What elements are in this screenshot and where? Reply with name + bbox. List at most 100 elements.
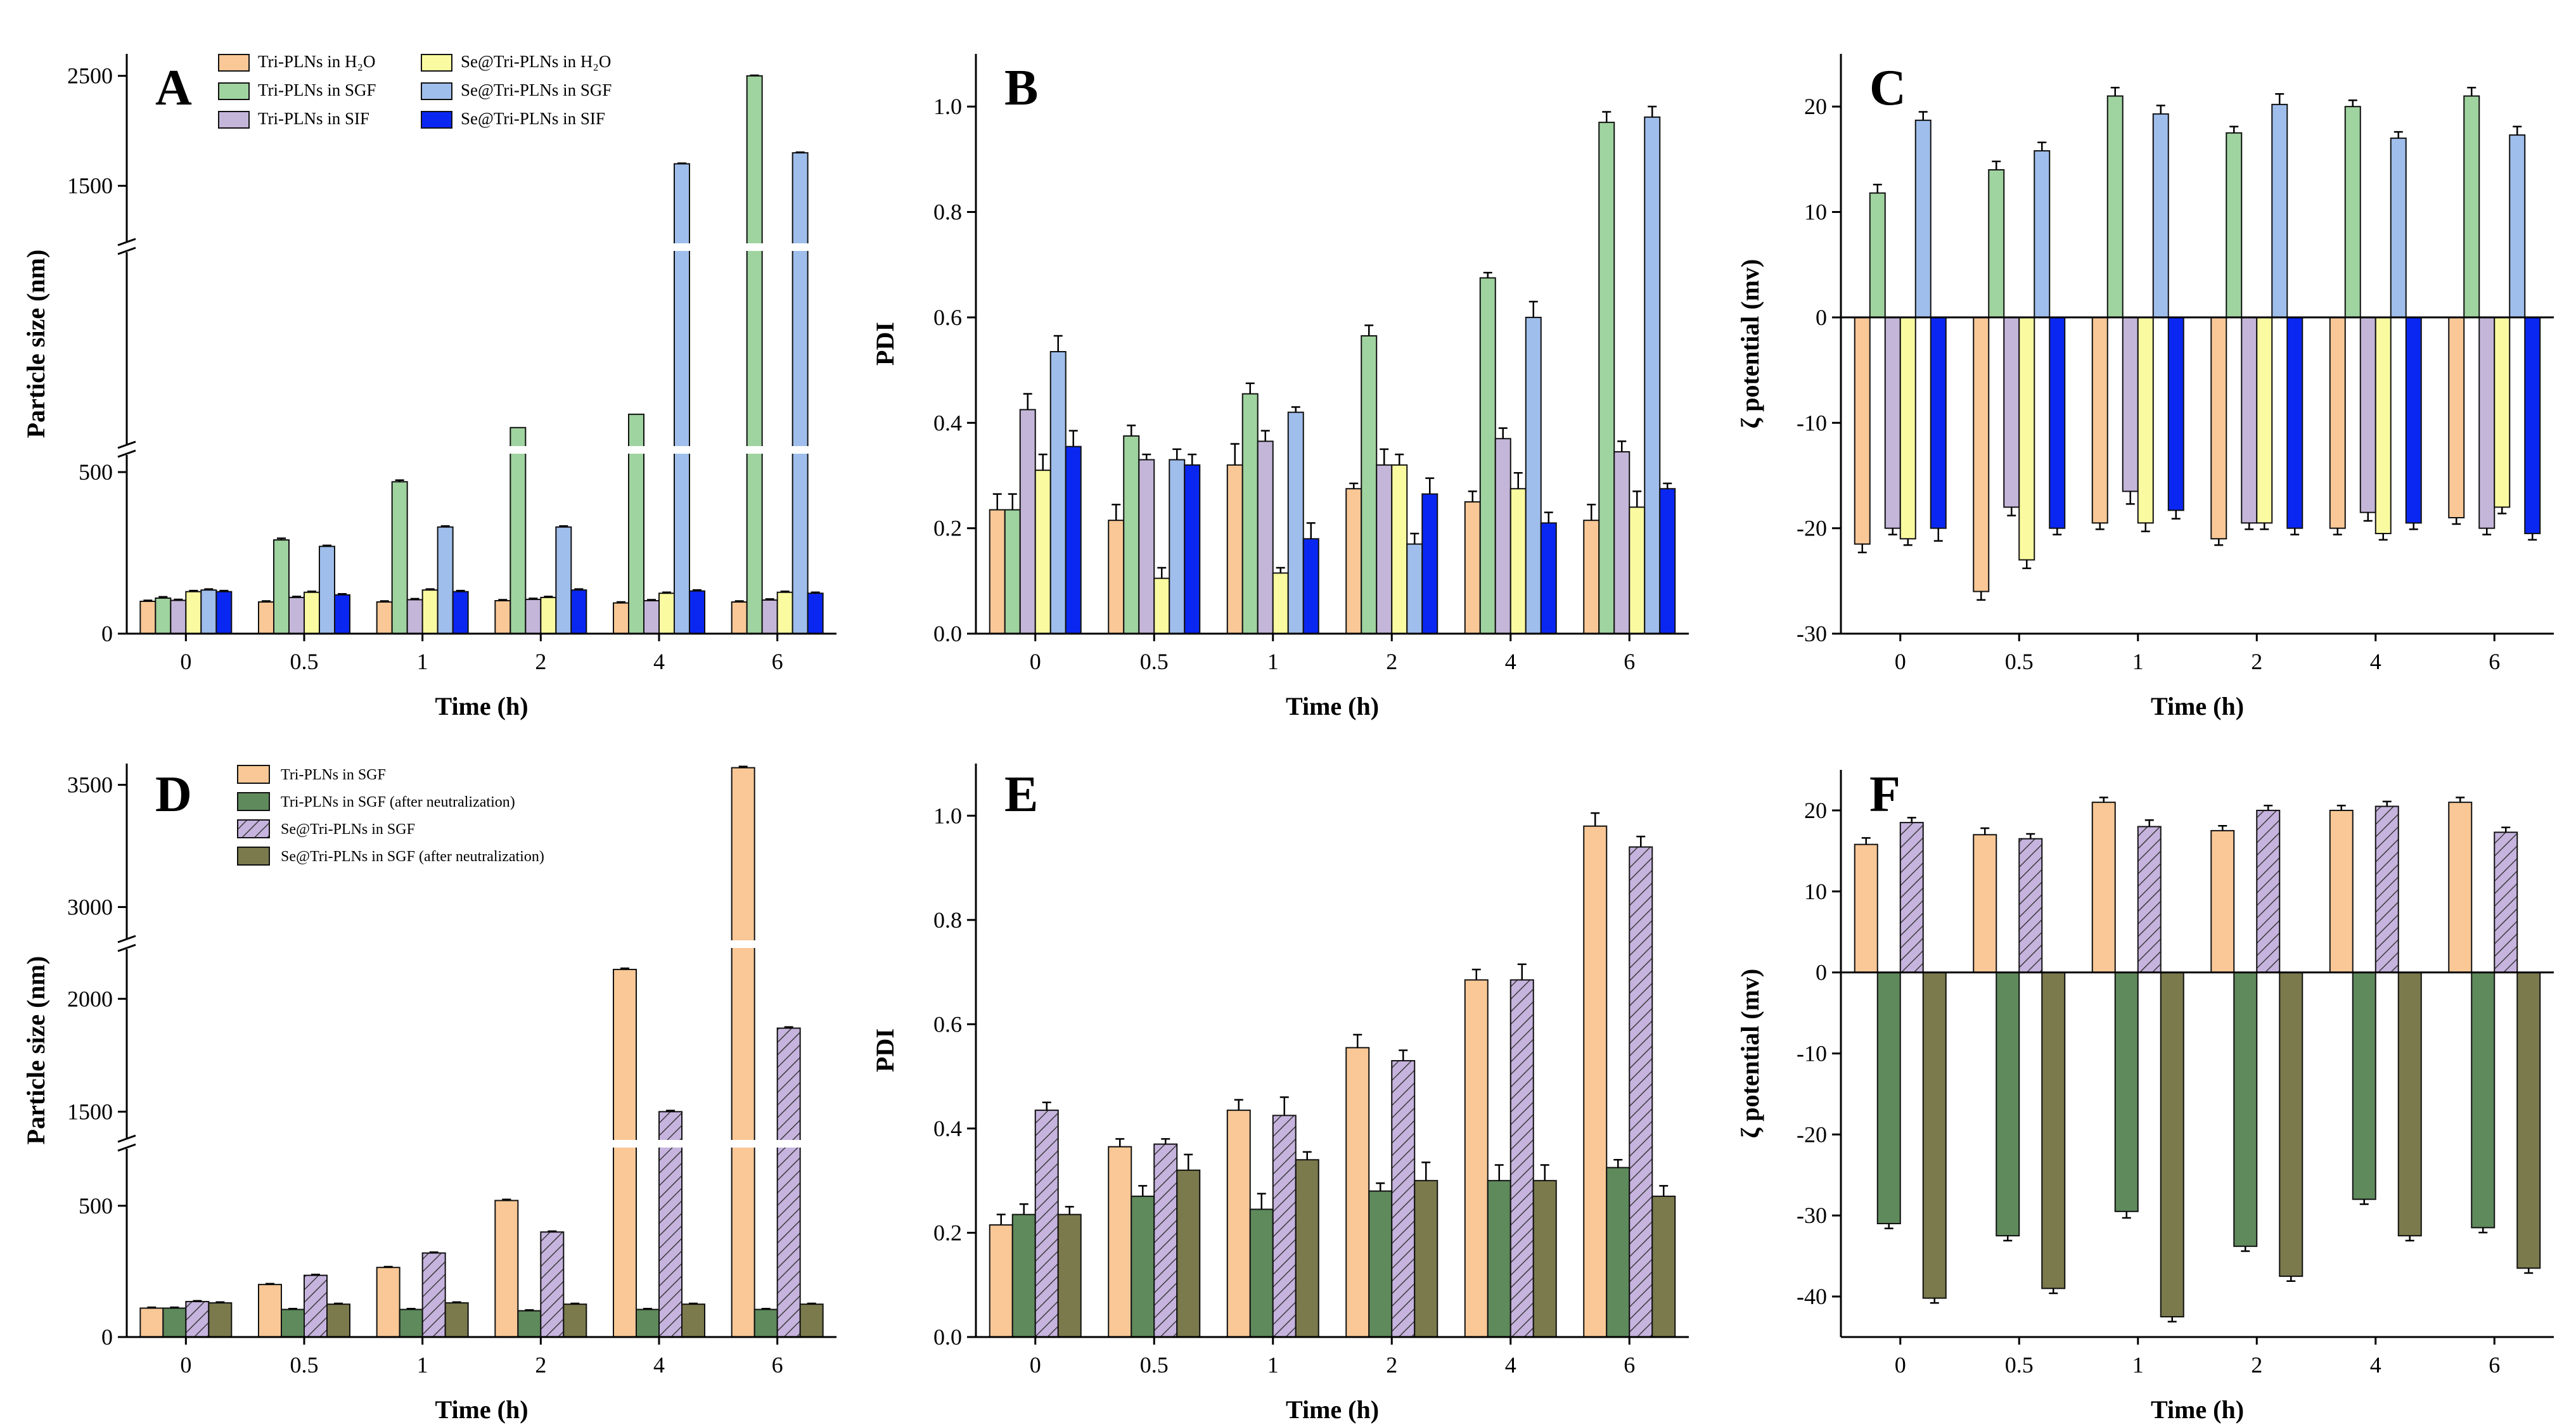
y-tick-label: -30 (1797, 1203, 1827, 1228)
error-bar (219, 589, 229, 592)
bar-a-s1-c2 (391, 481, 408, 634)
bar-c-s4-c4 (2390, 138, 2407, 318)
error-bar (1636, 835, 1646, 847)
legend-label: Se@Tri-PLNs in SIF (461, 109, 605, 128)
bar-f-s1-c1 (1996, 971, 2020, 1237)
x-tick-label: 6 (1624, 649, 1635, 674)
error-bar (1364, 324, 1374, 336)
x-tick-label: 2 (1386, 1352, 1397, 1378)
error-bar (666, 1110, 675, 1112)
error-bar (992, 493, 1002, 510)
bar-a-s2-c5 (761, 599, 778, 635)
bar-d-s2-c2 (421, 1252, 446, 1338)
bar-b-s0-c5 (1583, 520, 1600, 635)
bar-f-s0-c0 (1854, 843, 1878, 973)
error-bar (1494, 1164, 1504, 1181)
error-bar (2099, 797, 2108, 803)
legend-label: Tri-PLNs in H₂O (258, 52, 375, 71)
error-bar (2026, 833, 2035, 839)
bar-f-s0-c4 (2329, 809, 2354, 973)
x-tick-label: 2 (2251, 1352, 2262, 1378)
error-bar (2452, 518, 2461, 525)
y-tick-label: 0.0 (933, 621, 962, 646)
bar-a-s5-c5 (807, 592, 824, 634)
bar-e-s3-c5 (1651, 1195, 1676, 1338)
error-bar (2053, 528, 2062, 535)
error-bar (2348, 99, 2357, 107)
error-bar (2275, 93, 2284, 105)
y-tick-label: -10 (1797, 1041, 1827, 1066)
bar-a-s0-c2 (376, 601, 393, 635)
bar-d-s0-c4 (613, 968, 637, 1338)
bar-c-s4-c1 (2034, 150, 2051, 318)
error-bar (334, 1302, 343, 1305)
bar-e-s0-c2 (1226, 1110, 1251, 1338)
legend-swatch (237, 792, 270, 811)
error-bar (1602, 111, 1612, 123)
bar-c-s2-c4 (2359, 316, 2376, 513)
x-axis-title: Time (h) (2151, 692, 2244, 720)
bar-d-s1-c3 (517, 1310, 542, 1338)
legend-label: Tri-PLNs in SIF (258, 109, 369, 128)
y-tick-label: 0.2 (933, 516, 962, 541)
bar-e-s1-c2 (1249, 1208, 1274, 1338)
bar-a-s2-c2 (406, 599, 423, 635)
error-bar (2333, 528, 2342, 535)
error-bar (1184, 1153, 1193, 1170)
bar-b-s4-c0 (1049, 350, 1067, 635)
bar-b-s5-c3 (1421, 493, 1439, 634)
bar-a-s0-c0 (139, 601, 157, 634)
bar-a-s5-c0 (215, 591, 233, 635)
error-bar (1873, 184, 1882, 193)
y-tick-label: 3000 (67, 894, 113, 919)
error-bar (1517, 963, 1527, 980)
x-tick-label: 0 (1030, 649, 1041, 674)
y-tick-label: 1500 (67, 1099, 113, 1124)
error-bar (734, 600, 744, 603)
error-bar (1930, 1298, 1939, 1304)
bar-d-s3-c0 (208, 1302, 233, 1338)
bar-b-s2-c0 (1019, 409, 1036, 635)
bar-c-s0-c2 (2091, 316, 2108, 524)
x-tick-label: 1 (2132, 1352, 2144, 1378)
bar-b-s5-c1 (1184, 464, 1201, 634)
error-bar (395, 479, 404, 482)
error-bar (1410, 532, 1419, 544)
panel-c: -30 -20 -10 0 10 20 0 0.5 1 2 4 6 Time (h) ζ potentia… (1736, 54, 2554, 720)
bar-c-s1-c1 (1988, 169, 2005, 318)
x-tick-label: 0.5 (290, 1352, 319, 1378)
bar-e-s0-c1 (1108, 1146, 1132, 1338)
bar-c-s2-c2 (2122, 316, 2139, 492)
bars (1854, 86, 2541, 601)
bar-d-s1-c5 (753, 1309, 778, 1338)
bar-c-s5-c5 (2524, 316, 2541, 534)
axis-break-mark (117, 238, 136, 255)
bar-f-s2-c1 (2018, 838, 2043, 973)
x-tick-label: 0.5 (290, 649, 319, 674)
bar-c-s5-c2 (2167, 316, 2184, 511)
bar-b-s1-c4 (1479, 277, 1496, 635)
error-bar (2241, 1246, 2250, 1252)
bar-b-s1-c3 (1361, 335, 1378, 634)
error-bar (307, 590, 316, 592)
error-bar (1888, 528, 1897, 535)
bar-c-s1-c4 (2344, 106, 2361, 318)
axis-break-gap (128, 940, 835, 948)
y-tick-label: 0.8 (933, 200, 962, 225)
error-bar (1161, 1138, 1170, 1144)
bar-a-s3-c3 (540, 596, 557, 635)
error-bar (1540, 1164, 1549, 1181)
error-bar (1399, 1049, 1408, 1061)
error-bar (2171, 510, 2181, 520)
bar-e-s0-c0 (989, 1224, 1013, 1338)
y-axis-title: PDI (871, 322, 899, 366)
error-bar (1019, 1203, 1028, 1215)
bar-d-s0-c1 (258, 1284, 282, 1338)
bar-c-s2-c0 (1884, 316, 1901, 529)
y-tick-label: -30 (1797, 621, 1827, 646)
error-bar (1468, 490, 1477, 502)
error-bar (2497, 507, 2507, 515)
bar-b-s1-c1 (1123, 435, 1140, 634)
bar-a-s3-c1 (304, 591, 320, 634)
bar-f-s3-c1 (2041, 971, 2066, 1289)
